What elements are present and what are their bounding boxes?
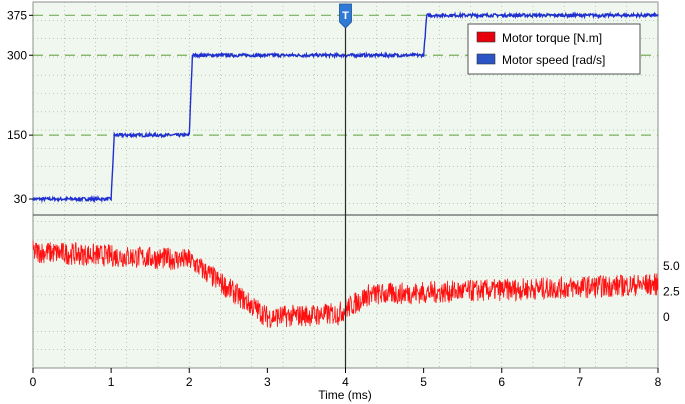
x-axis: 0 1 2 3 4 5 6 7 8 xyxy=(30,368,662,389)
torque-tick-label: 5.0 xyxy=(663,259,680,273)
speed-y-axis: 30 150 300 375 xyxy=(7,8,33,206)
x-tick-label: 2 xyxy=(186,375,193,389)
legend-label: Motor torque [N.m] xyxy=(502,31,602,45)
x-tick-label: 3 xyxy=(264,375,271,389)
x-tick-label: 1 xyxy=(108,375,115,389)
x-tick-label: 5 xyxy=(420,375,427,389)
x-tick-label: 8 xyxy=(655,375,662,389)
x-tick-label: 0 xyxy=(30,375,37,389)
torque-tick-label: 0 xyxy=(663,310,670,324)
y-tick-label: 300 xyxy=(7,48,27,62)
legend-swatch xyxy=(476,53,496,65)
torque-y-axis: 0 2.5 5.0 xyxy=(663,259,680,324)
legend-swatch xyxy=(476,31,496,43)
cursor-label: T xyxy=(342,10,349,22)
cursor[interactable]: T xyxy=(339,3,352,368)
x-axis-title: Time (ms) xyxy=(318,388,372,402)
legend: Motor torque [N.m] Motor speed [rad/s] xyxy=(467,23,641,75)
x-tick-label: 6 xyxy=(498,375,505,389)
legend-box xyxy=(467,23,641,75)
y-tick-label: 30 xyxy=(14,192,28,206)
x-tick-label: 4 xyxy=(342,375,349,389)
torque-tick-label: 2.5 xyxy=(663,285,680,299)
y-tick-label: 375 xyxy=(7,8,27,22)
x-tick-label: 7 xyxy=(577,375,584,389)
cursor-handle[interactable] xyxy=(339,3,352,29)
y-tick-label: 150 xyxy=(7,128,27,142)
legend-label: Motor speed [rad/s] xyxy=(502,53,605,67)
